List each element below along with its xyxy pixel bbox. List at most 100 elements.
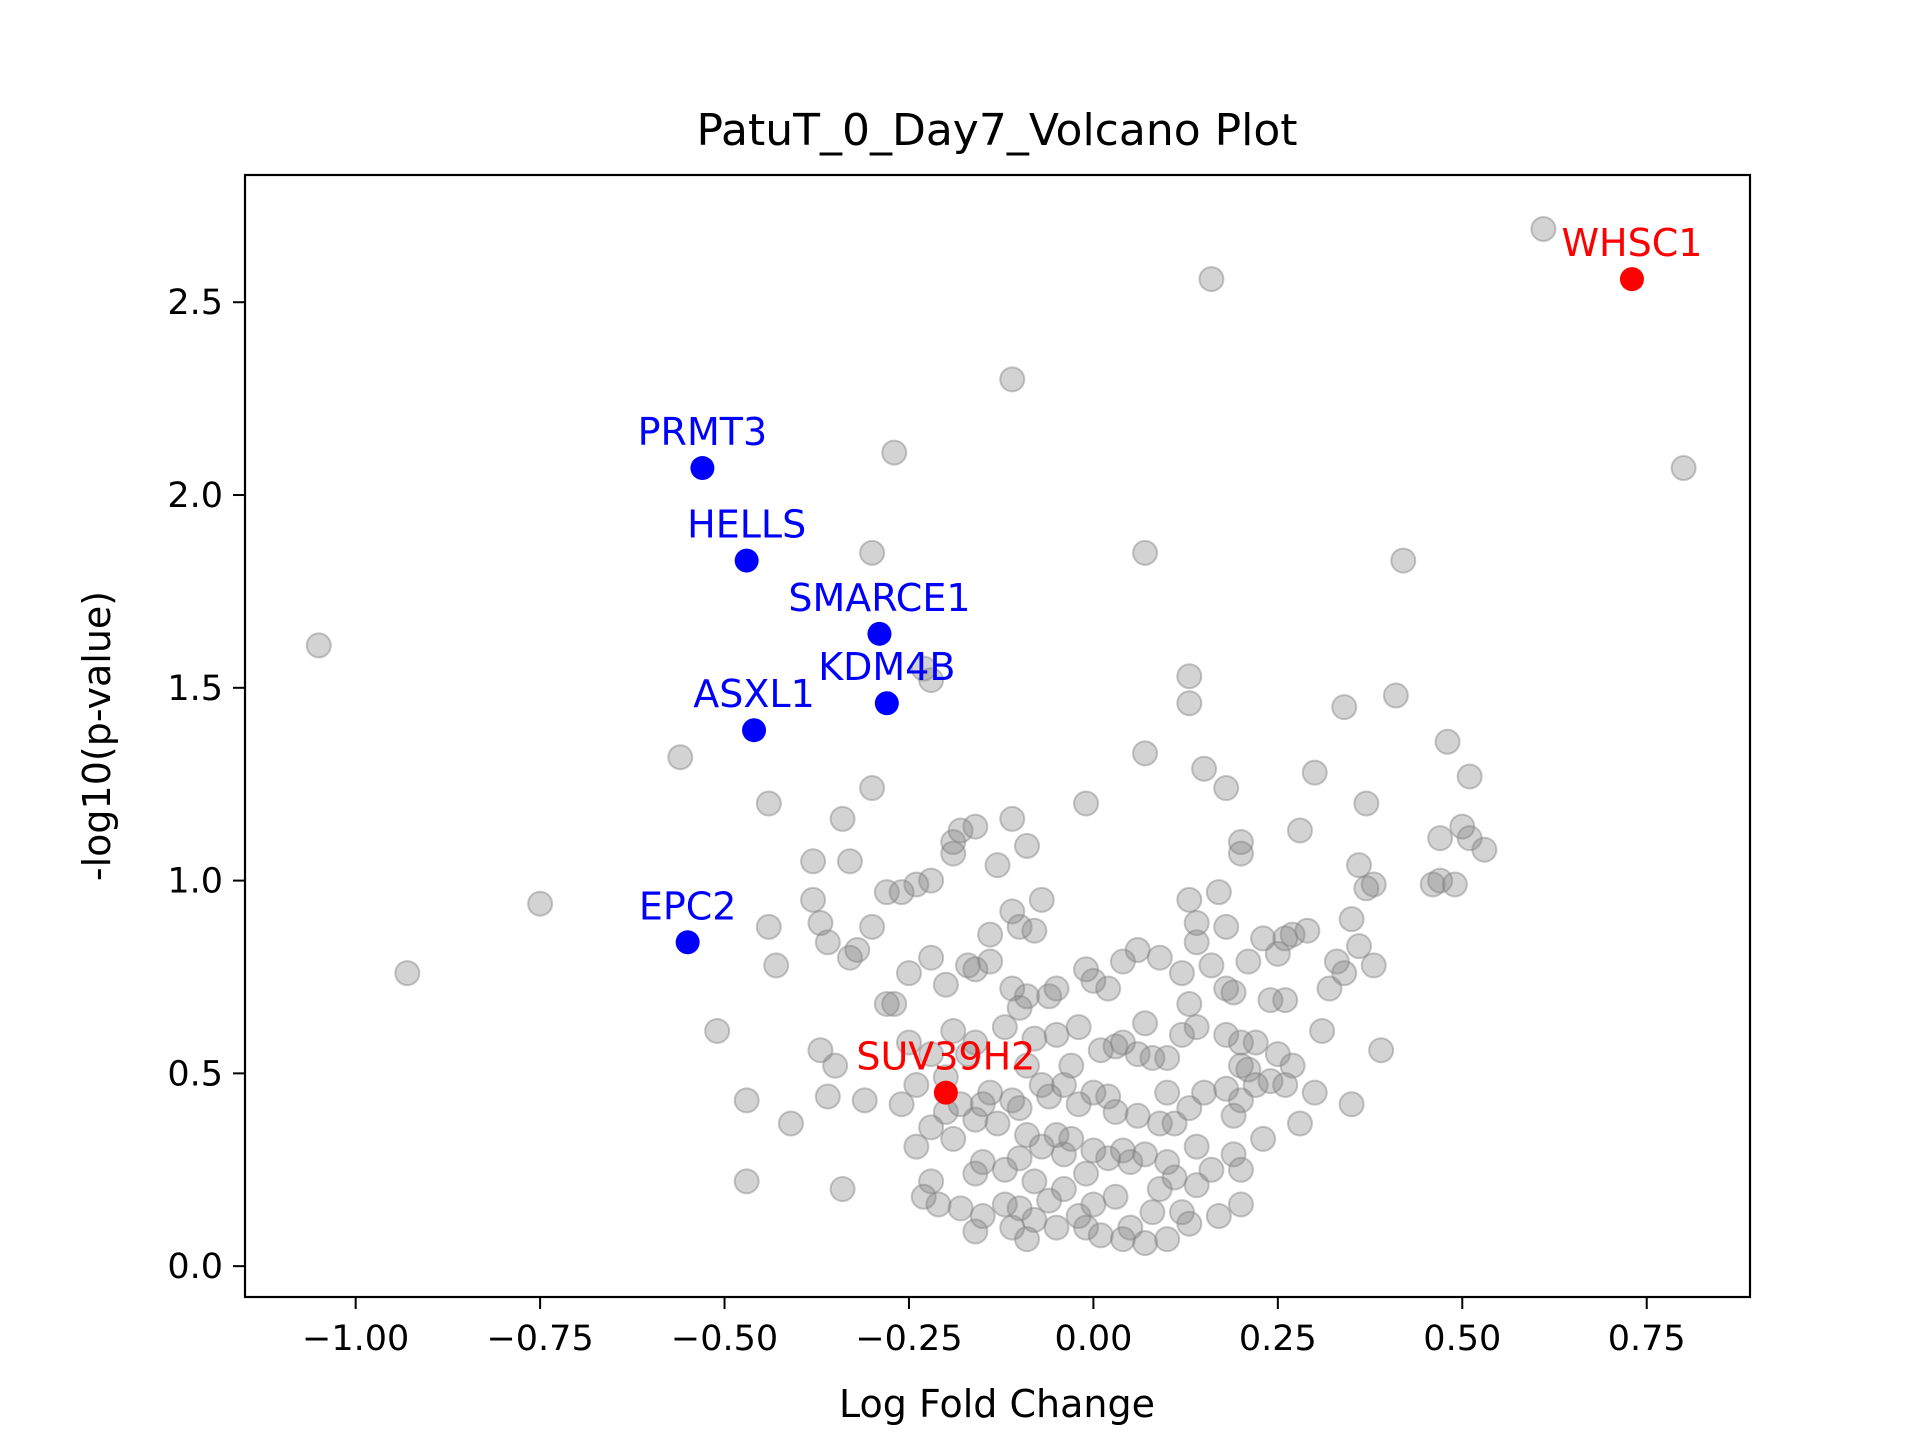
- data-point: [829, 805, 856, 832]
- data-point: [1456, 763, 1483, 790]
- data-point: [1080, 1137, 1107, 1164]
- data-point: [1227, 829, 1254, 856]
- data-point: [836, 848, 863, 875]
- data-point: [918, 667, 945, 694]
- data-point: [1250, 925, 1277, 952]
- data-point: [1058, 1125, 1085, 1152]
- data-point: [999, 1214, 1026, 1241]
- data-point: [1043, 1122, 1070, 1149]
- data-point: [903, 871, 930, 898]
- y-tick-label: 1.5: [167, 669, 223, 709]
- data-point: [1146, 1176, 1173, 1203]
- data-point: [940, 1017, 967, 1044]
- data-point: [1168, 1021, 1195, 1048]
- data-point: [1286, 817, 1313, 844]
- data-point: [984, 852, 1011, 879]
- data-point: [1345, 933, 1372, 960]
- data-point: [1360, 952, 1387, 979]
- data-point: [1161, 1164, 1188, 1191]
- data-point: [755, 913, 782, 940]
- data-point: [925, 1191, 952, 1218]
- data-point: [1257, 1068, 1284, 1095]
- x-tick-label: 0.75: [1608, 1319, 1686, 1359]
- data-point: [1014, 1052, 1041, 1079]
- data-point: [1176, 663, 1203, 690]
- data-point: [873, 990, 900, 1017]
- data-point: [1183, 929, 1210, 956]
- data-point: [667, 744, 694, 771]
- data-point: [800, 886, 827, 913]
- data-point: [1530, 215, 1557, 242]
- x-tick-label: 0.25: [1239, 1319, 1317, 1359]
- data-point: [1279, 921, 1306, 948]
- data-point: [962, 1160, 989, 1187]
- label-suv39h2: SUV39H2: [856, 1035, 1035, 1079]
- x-tick-label: 0.00: [1054, 1319, 1132, 1359]
- data-point: [1419, 871, 1446, 898]
- highlight-point-whsc1: [1619, 267, 1644, 292]
- data-point: [1050, 1071, 1077, 1098]
- data-point: [1191, 755, 1218, 782]
- data-point: [1272, 925, 1299, 952]
- data-point: [851, 1087, 878, 1114]
- data-point: [1154, 1149, 1181, 1176]
- data-point: [1073, 1160, 1100, 1187]
- x-tick-label: −0.25: [855, 1319, 962, 1359]
- data-point: [1021, 917, 1048, 944]
- data-point: [1227, 1052, 1254, 1079]
- data-point: [1670, 455, 1697, 482]
- x-tick-label: 0.50: [1423, 1319, 1501, 1359]
- data-point: [991, 1156, 1018, 1183]
- data-point: [836, 944, 863, 971]
- data-point: [881, 990, 908, 1017]
- data-point: [1316, 975, 1343, 1002]
- data-point: [1272, 987, 1299, 1014]
- data-point: [1102, 1183, 1129, 1210]
- data-point: [1368, 1037, 1395, 1064]
- data-point: [1242, 1071, 1269, 1098]
- data-point: [1382, 682, 1409, 709]
- data-point: [881, 439, 908, 466]
- data-point: [977, 921, 1004, 948]
- data-point: [1227, 1029, 1254, 1056]
- data-point: [1301, 759, 1328, 786]
- label-prmt3: PRMT3: [638, 410, 768, 454]
- label-whsc1: WHSC1: [1561, 221, 1702, 265]
- data-point: [991, 1014, 1018, 1041]
- data-point: [1014, 832, 1041, 859]
- data-point: [1198, 266, 1225, 293]
- points-layer: [305, 215, 1697, 1257]
- data-point: [888, 879, 915, 906]
- data-point: [1360, 871, 1387, 898]
- data-point: [903, 1133, 930, 1160]
- plot-frame: [243, 173, 1752, 1299]
- data-point: [733, 1168, 760, 1195]
- data-point: [1109, 948, 1136, 975]
- data-point: [1227, 1156, 1254, 1183]
- data-point: [918, 944, 945, 971]
- data-point: [947, 1195, 974, 1222]
- data-point: [910, 1183, 937, 1210]
- data-point: [1250, 1125, 1277, 1152]
- label-asxl1: ASXL1: [693, 672, 815, 716]
- y-tick-label: 0.0: [167, 1247, 223, 1287]
- data-point: [1109, 1029, 1136, 1056]
- data-point: [1264, 940, 1291, 967]
- data-point: [940, 1125, 967, 1152]
- data-point: [895, 960, 922, 987]
- data-point: [962, 813, 989, 840]
- data-point: [777, 1110, 804, 1137]
- data-point: [859, 775, 886, 802]
- data-point: [1338, 906, 1365, 933]
- data-point: [1309, 1017, 1336, 1044]
- y-tick-label: 1.0: [167, 862, 223, 902]
- data-point: [947, 817, 974, 844]
- data-point: [918, 1041, 945, 1068]
- data-point: [1198, 952, 1225, 979]
- data-point: [1242, 1029, 1269, 1056]
- data-point: [962, 1106, 989, 1133]
- data-point: [1006, 1145, 1033, 1172]
- data-point: [910, 655, 937, 682]
- data-point: [1213, 975, 1240, 1002]
